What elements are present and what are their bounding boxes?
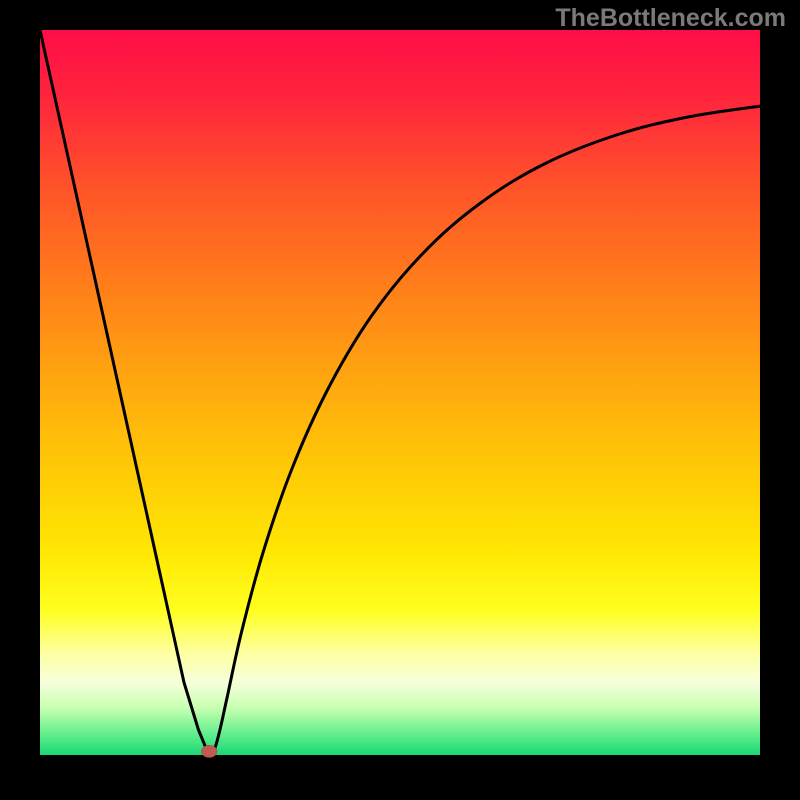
chart-container: { "watermark": { "text": "TheBottleneck.…: [0, 0, 800, 800]
plot-background: [40, 30, 760, 755]
chart-svg: [0, 0, 800, 800]
watermark-text: TheBottleneck.com: [555, 4, 786, 33]
optimum-marker: [201, 745, 217, 757]
